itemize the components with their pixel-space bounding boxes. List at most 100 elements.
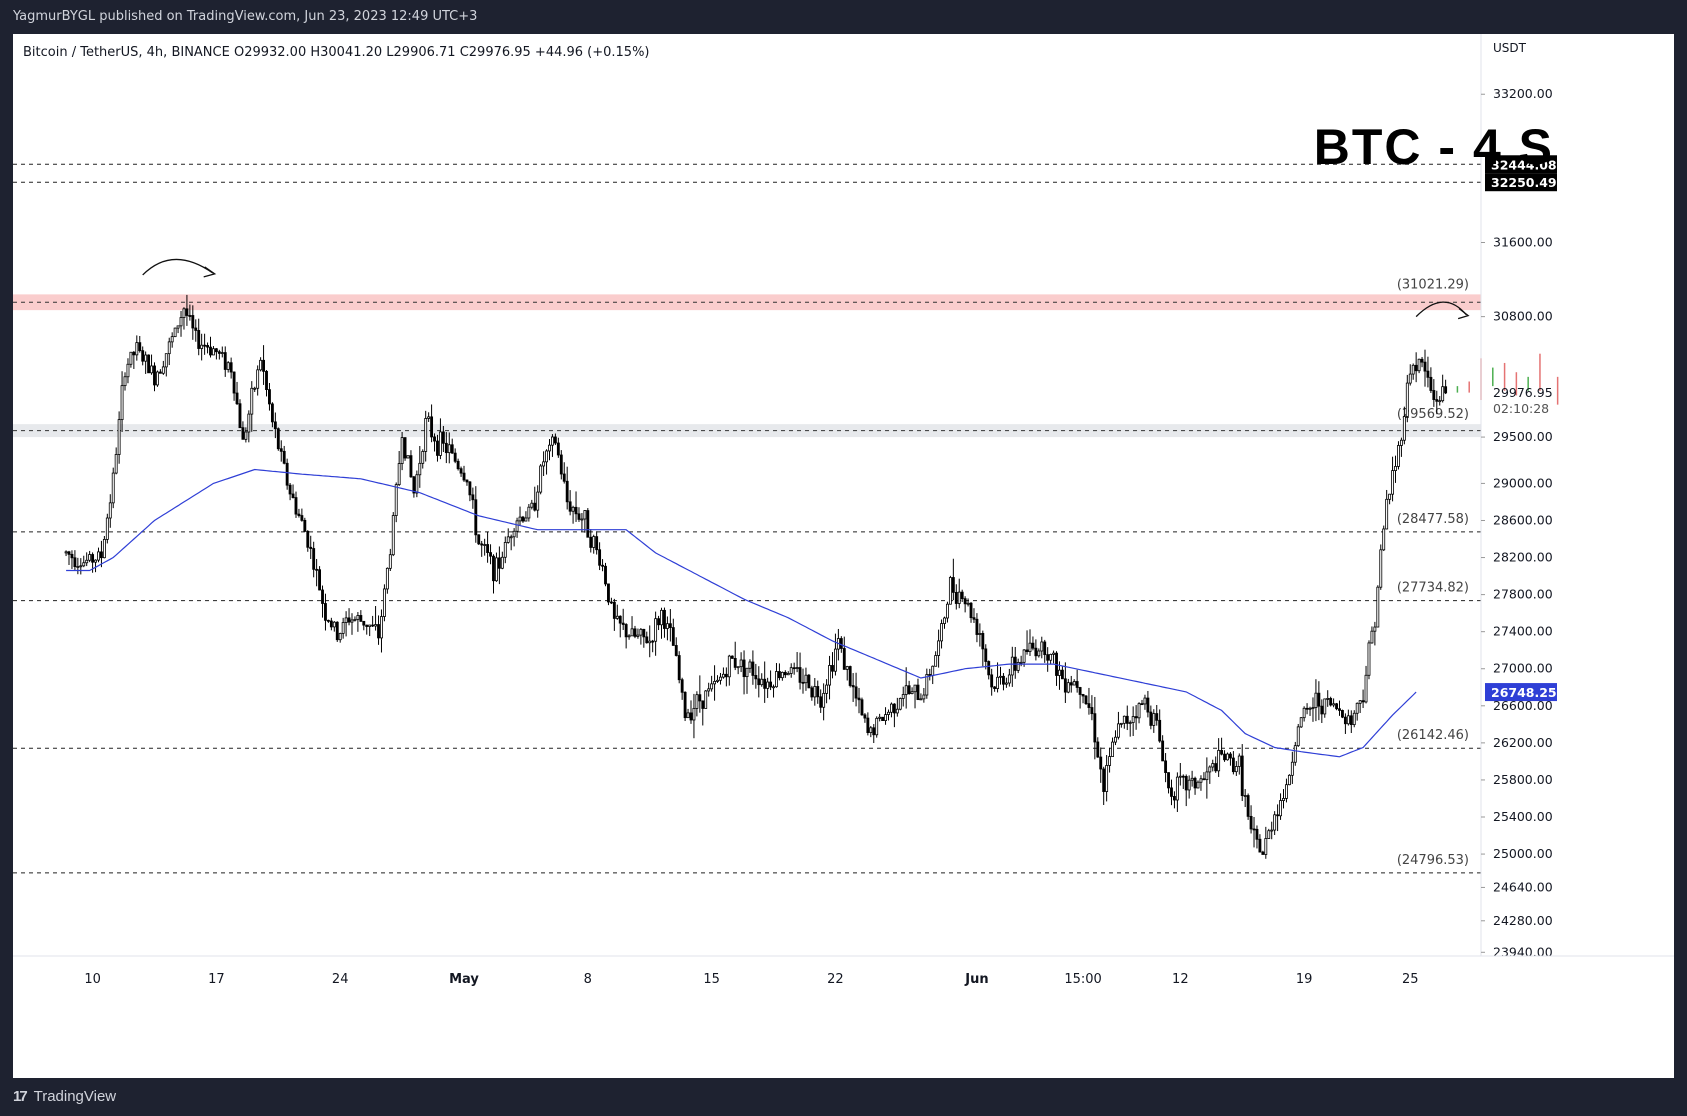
chart-frame[interactable]: (31021.29) (29569.52) (28477.58) (27734.82)… [13,34,1674,1078]
candle-body [1426,370,1430,378]
candle-body [1069,682,1073,686]
candle-body [1441,386,1445,402]
candle-body [214,348,218,353]
candle-body [660,609,663,626]
candle-body [1149,711,1153,726]
brand-label: TradingView [33,1088,117,1105]
candle-body [1002,675,1005,685]
candle-body [698,694,702,702]
candle-body [244,431,248,440]
candle-body [878,716,882,719]
candle-body [1273,814,1277,831]
candle-body [79,565,83,568]
candle-body [1175,776,1179,801]
candle-body [624,624,628,638]
candle-body [922,694,926,700]
candle-body [483,544,487,546]
candle-body [1270,829,1274,832]
price-box [1485,173,1557,192]
candle-body [1208,766,1212,773]
candle-body [135,342,139,356]
candle-body [1043,641,1047,656]
y-tick-label: 27800.00 [1493,587,1553,602]
candle-body [247,413,251,433]
candle-body [863,714,867,719]
candle-body [1111,741,1114,757]
candle-body [1158,719,1162,742]
candle-body [577,513,581,520]
y-tick-label: 27400.00 [1493,624,1553,639]
candle-body [424,418,428,452]
candle-body [639,628,643,636]
candle-body [1411,364,1415,375]
candle-body [1049,653,1053,661]
candle-body [338,633,342,641]
candle-body [789,667,793,674]
candle-body [1161,740,1165,762]
candle-body [553,436,557,444]
candle-body [957,591,961,604]
candle-body [374,624,378,627]
candle-body [719,676,722,681]
candle-body [742,659,746,678]
y-tick-label: 26600.00 [1493,698,1553,713]
candle-body [748,661,752,669]
candle-body [954,591,958,604]
tradingview-logo[interactable]: 17 TradingView [0,1088,116,1105]
candle-body [872,727,876,736]
candle-body [64,551,68,554]
y-tick-label: 24280.00 [1493,913,1553,928]
candle-body [1028,642,1032,653]
candle-body [1114,736,1117,743]
candle-body [1116,723,1120,738]
candle-body [1296,726,1300,747]
candle-body [1087,703,1091,708]
candle-body [866,717,870,734]
y-tick-label: 24640.00 [1493,879,1553,894]
candle-body [453,452,457,462]
candle-body [530,502,534,508]
candle-body [1317,692,1321,707]
candle-body [1240,755,1244,796]
candle-body [993,686,997,689]
candle-body [282,450,286,464]
candle-body [262,359,265,372]
candle-body [303,519,307,532]
candle-body [1060,669,1064,680]
candle-body [816,686,820,698]
candle-body [1134,716,1138,719]
candle-body [946,603,949,619]
candle-body [1399,439,1403,446]
candle-body [1184,776,1188,791]
price-chart[interactable]: (31021.29) (29569.52) (28477.58) (27734.82)… [13,34,1674,1078]
candle-body [1355,702,1359,714]
candle-body [276,428,280,450]
candle-body [232,371,236,394]
candle-body [279,448,283,452]
candle-body [380,616,383,639]
candle-body [153,365,156,386]
y-tick-label: 29000.00 [1493,475,1553,490]
candle-body [645,636,649,644]
candle-body [910,691,914,695]
candle-body [984,648,988,662]
candle-body [324,603,327,621]
candle-body [919,698,923,701]
candle-body [1323,698,1327,715]
candle-body [892,703,896,714]
candle-body [185,308,189,316]
candle-body [901,694,905,699]
candle-body [1444,386,1448,394]
candle-body [1172,796,1176,801]
candle-body [397,463,401,486]
candle-body [1058,669,1061,676]
candle-body [884,714,887,721]
candle-body [948,577,952,605]
candle-body [598,549,602,566]
tradingview-logo-icon: 17 [13,1088,28,1105]
candle-body [1287,774,1291,786]
candle-body [158,371,162,374]
candle-body [294,497,298,515]
candle-body [436,440,439,456]
candle-body [972,617,976,620]
